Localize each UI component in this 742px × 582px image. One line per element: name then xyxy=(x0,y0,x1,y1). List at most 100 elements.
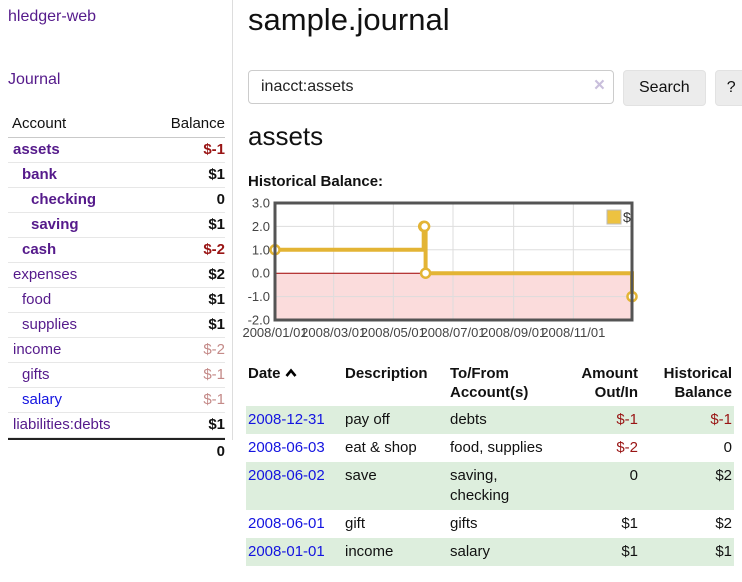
transaction-accounts: salary xyxy=(450,543,491,560)
sidebar-account-row: food $1 xyxy=(8,288,225,313)
accounts-tree-header: Account Balance xyxy=(8,111,225,138)
search-form: × Search ? xyxy=(248,70,742,106)
sidebar-account-link-gifts[interactable]: gifts xyxy=(22,366,50,383)
svg-text:2.0: 2.0 xyxy=(252,219,270,234)
svg-text:2008/05/01: 2008/05/01 xyxy=(361,325,426,340)
transaction-date-link[interactable]: 2008-06-02 xyxy=(248,467,325,484)
svg-text:$: $ xyxy=(623,209,631,225)
accounts-total-row: 0 xyxy=(8,438,225,463)
sidebar-account-link-expenses[interactable]: expenses xyxy=(13,266,78,283)
transaction-amount: $-1 xyxy=(616,411,638,428)
register-column-header: To/From Account(s) xyxy=(450,365,529,401)
transaction-description: save xyxy=(345,467,377,484)
sidebar-account-link-saving[interactable]: saving xyxy=(31,216,79,233)
svg-text:0.0: 0.0 xyxy=(252,266,270,281)
svg-text:-2.0: -2.0 xyxy=(248,313,270,328)
sidebar-account-row: cash $-2 xyxy=(8,238,225,263)
sidebar-account-balance: $1 xyxy=(208,166,225,183)
register-row: 2008-06-03 eat & shop food, supplies $-2 0 xyxy=(246,434,734,462)
sidebar-accounts-body: assets $-1 bank $1 checking 0 saving $1 cash $-2 e… xyxy=(8,138,225,438)
accounts-header-balance: Balance xyxy=(170,115,225,132)
transaction-amount: $1 xyxy=(621,543,638,560)
sidebar-account-link-cash[interactable]: cash xyxy=(22,241,57,258)
svg-text:-1.0: -1.0 xyxy=(248,289,270,304)
transaction-description: eat & shop xyxy=(345,439,417,456)
sidebar-account-balance: 0 xyxy=(216,191,225,208)
sidebar-item-journal[interactable]: Journal xyxy=(8,71,61,88)
sidebar-account-row: assets $-1 xyxy=(8,138,225,163)
svg-text:2008/09/01: 2008/09/01 xyxy=(481,325,546,340)
transaction-description: income xyxy=(345,543,394,560)
sidebar-account-row: bank $1 xyxy=(8,163,225,188)
page-title: sample.journal xyxy=(248,2,450,37)
svg-text:2008/07/01: 2008/07/01 xyxy=(420,325,485,340)
sidebar-account-balance: $1 xyxy=(208,416,225,433)
sidebar-account-link-checking[interactable]: checking xyxy=(31,191,97,208)
search-button[interactable]: Search xyxy=(623,70,706,106)
register-header-row: Date Description To/From Account(s) Amount Ou… xyxy=(246,360,734,406)
sidebar-account-row: checking 0 xyxy=(8,188,225,213)
sidebar-account-link-food[interactable]: food xyxy=(22,291,52,308)
sidebar-account-row: income $-2 xyxy=(8,338,225,363)
transaction-amount: $-2 xyxy=(616,439,638,456)
register-column-header: Historical Balance xyxy=(663,365,732,401)
accounts-tree: Account Balance assets $-1 bank $1 checking 0… xyxy=(8,111,225,463)
sidebar-account-link-income[interactable]: income xyxy=(13,341,62,358)
search-input[interactable] xyxy=(248,70,614,104)
register-row: 2008-06-01 gift gifts $1 $2 xyxy=(246,510,734,538)
transaction-balance: 0 xyxy=(723,439,732,456)
chart-title: Historical Balance: xyxy=(248,173,384,190)
transaction-accounts: food, supplies xyxy=(450,439,543,456)
transaction-balance: $1 xyxy=(715,543,732,560)
transaction-date-link[interactable]: 2008-06-03 xyxy=(248,439,325,456)
transaction-accounts: debts xyxy=(450,411,487,428)
transaction-balance: $-1 xyxy=(710,411,732,428)
sidebar-account-row: expenses $2 xyxy=(8,263,225,288)
transaction-balance: $2 xyxy=(715,515,732,532)
transaction-date-link[interactable]: 2008-06-01 xyxy=(248,515,325,532)
sidebar-account-row: gifts $-1 xyxy=(8,363,225,388)
transaction-accounts: saving, checking xyxy=(450,467,510,504)
sidebar: hledger-web Journal Account Balance asse… xyxy=(0,0,233,460)
clear-search-icon[interactable]: × xyxy=(593,75,605,96)
register-column-header: Description xyxy=(345,365,428,382)
sidebar-account-balance: $-2 xyxy=(203,341,225,358)
transaction-description: gift xyxy=(345,515,366,532)
accounts-total-value: 0 xyxy=(216,443,225,460)
historical-balance-chart: $3.0 2.0 1.0 0.0 -1.0 -2.0 2008/01/01 2008/03/0… xyxy=(242,196,742,346)
register-row: 2008-01-01 income salary $1 $1 xyxy=(246,538,734,566)
sort-ascending-icon[interactable] xyxy=(285,368,297,378)
sidebar-account-balance: $1 xyxy=(208,316,225,333)
register-column-header[interactable]: Date xyxy=(246,360,343,406)
transaction-accounts: gifts xyxy=(450,515,478,532)
register-row: 2008-06-02 save saving, checking 0 $2 xyxy=(246,462,734,510)
sidebar-account-balance: $1 xyxy=(208,216,225,233)
accounts-header-account: Account xyxy=(12,115,67,132)
transaction-balance: $2 xyxy=(715,467,732,484)
transaction-date-link[interactable]: 2008-01-01 xyxy=(248,543,325,560)
transaction-description: pay off xyxy=(345,411,390,428)
svg-text:2008/11/01: 2008/11/01 xyxy=(541,325,605,340)
sidebar-account-link-bank[interactable]: bank xyxy=(22,166,58,183)
sidebar-account-balance: $2 xyxy=(208,266,225,283)
svg-text:2008/03/01: 2008/03/01 xyxy=(301,325,366,340)
sidebar-account-balance: $-1 xyxy=(203,391,225,408)
sidebar-account-row: supplies $1 xyxy=(8,313,225,338)
sidebar-account-link-assets[interactable]: assets xyxy=(13,141,60,158)
transaction-amount: $1 xyxy=(621,515,638,532)
register-row: 2008-12-31 pay off debts $-1 $-1 xyxy=(246,406,734,434)
sidebar-account-row: saving $1 xyxy=(8,213,225,238)
sidebar-account-balance: $-1 xyxy=(203,141,225,158)
sidebar-account-balance: $1 xyxy=(208,291,225,308)
sidebar-account-link-supplies[interactable]: supplies xyxy=(22,316,78,333)
transaction-date-link[interactable]: 2008-12-31 xyxy=(248,411,325,428)
sidebar-account-link-liabilities-debts[interactable]: liabilities:debts xyxy=(13,416,111,433)
sidebar-account-row: salary $-1 xyxy=(8,388,225,413)
sidebar-account-link-salary[interactable]: salary xyxy=(22,391,63,408)
svg-text:1.0: 1.0 xyxy=(252,242,270,257)
account-heading: assets xyxy=(248,121,324,151)
svg-text:3.0: 3.0 xyxy=(252,196,270,211)
help-button[interactable]: ? xyxy=(714,70,742,106)
app-brand-link[interactable]: hledger-web xyxy=(8,8,97,25)
register-column-header: Amount Out/In xyxy=(581,365,638,401)
